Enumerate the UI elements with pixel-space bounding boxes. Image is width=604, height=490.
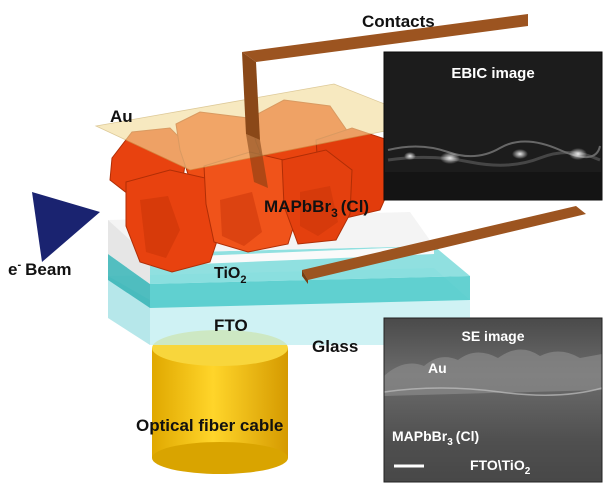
glass-label: Glass [312,337,358,356]
contacts-wires [242,14,586,284]
electron-beam-icon [32,192,100,262]
se-au-label: Au [428,360,447,376]
optical-fiber-cable [152,330,288,474]
tio2-label: TiO2 [214,265,247,286]
mapbbr-label: MAPbBr3 (Cl) [264,197,369,220]
ebic-image-panel: EBIC image [383,51,603,201]
ebic-title: EBIC image [451,65,534,82]
optical-fiber-label: Optical fiber cable [136,416,283,435]
au-label: Au [110,107,133,126]
e-beam-label: e- Beam [8,259,71,279]
fto-label: FTO [214,316,248,335]
se-title: SE image [461,328,524,344]
contacts-label: Contacts [362,12,435,31]
se-image-panel: SE image Au MAPbBr3 (Cl) FTO\TiO2 [383,317,603,483]
se-mapbbr-label: MAPbBr3 (Cl) [392,428,479,448]
se-fto-tio2-label: FTO\TiO2 [470,457,531,477]
